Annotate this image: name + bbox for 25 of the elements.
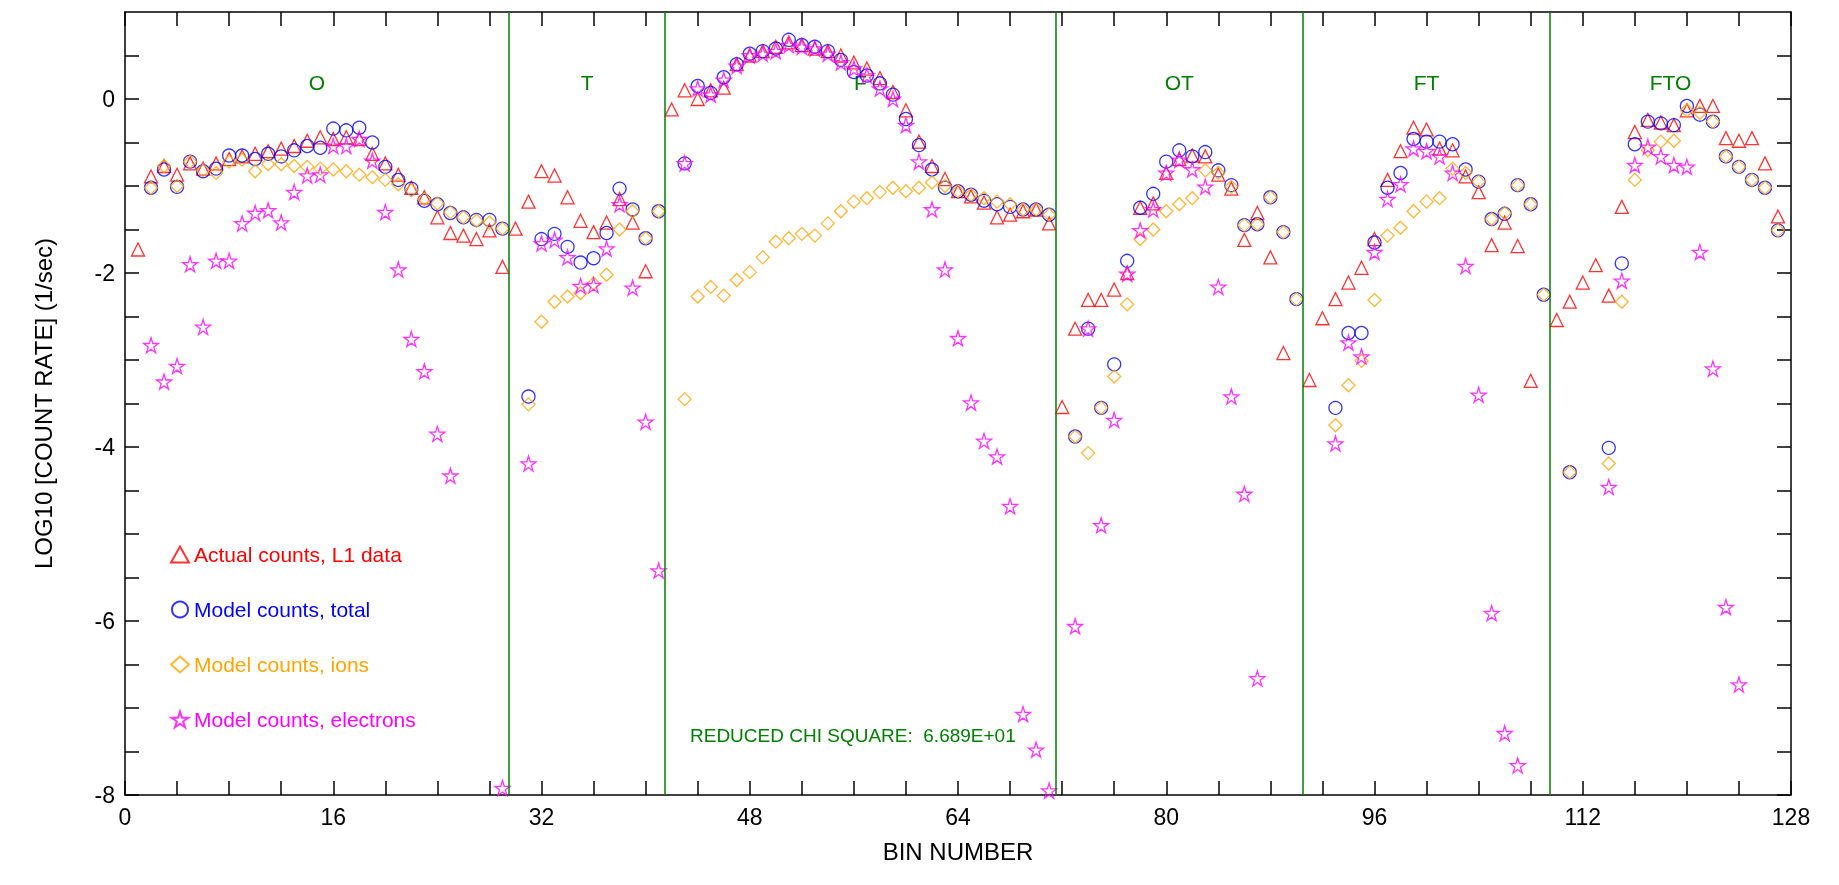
y-axis-title: LOG10 [COUNT RATE] (1/sec) bbox=[29, 237, 57, 570]
annotation: OT bbox=[1164, 70, 1195, 94]
x-tick-label: 32 bbox=[528, 803, 555, 830]
legend-label: Actual counts, L1 data bbox=[194, 543, 403, 566]
legend-label: Model counts, total bbox=[194, 598, 371, 621]
x-tick-label: 128 bbox=[1771, 803, 1811, 830]
y-tick-label: -6 bbox=[94, 608, 115, 634]
x-axis-title: BIN NUMBER bbox=[882, 837, 1034, 865]
annotation: T bbox=[580, 70, 594, 94]
x-tick-label: 48 bbox=[736, 803, 763, 830]
x-tick-label: 112 bbox=[1564, 803, 1602, 830]
x-tick-label: 80 bbox=[1153, 803, 1180, 830]
annotation: FT bbox=[1413, 70, 1440, 94]
legend-label: Model counts, electrons bbox=[194, 708, 416, 731]
x-tick-label: 96 bbox=[1361, 803, 1388, 830]
y-tick-label: 0 bbox=[102, 86, 115, 112]
y-tick-label: -4 bbox=[94, 434, 116, 460]
annotation: REDUCED CHI SQUARE: 6.689E+01 bbox=[690, 725, 1016, 746]
y-tick-label: -8 bbox=[94, 782, 115, 808]
x-tick-label: 64 bbox=[945, 803, 971, 830]
annotation: FTO bbox=[1649, 70, 1692, 94]
annotation: O bbox=[308, 70, 326, 94]
y-tick-label: -2 bbox=[94, 260, 115, 286]
x-tick-label: 16 bbox=[320, 803, 347, 830]
legend-label: Model counts, ions bbox=[194, 653, 370, 676]
